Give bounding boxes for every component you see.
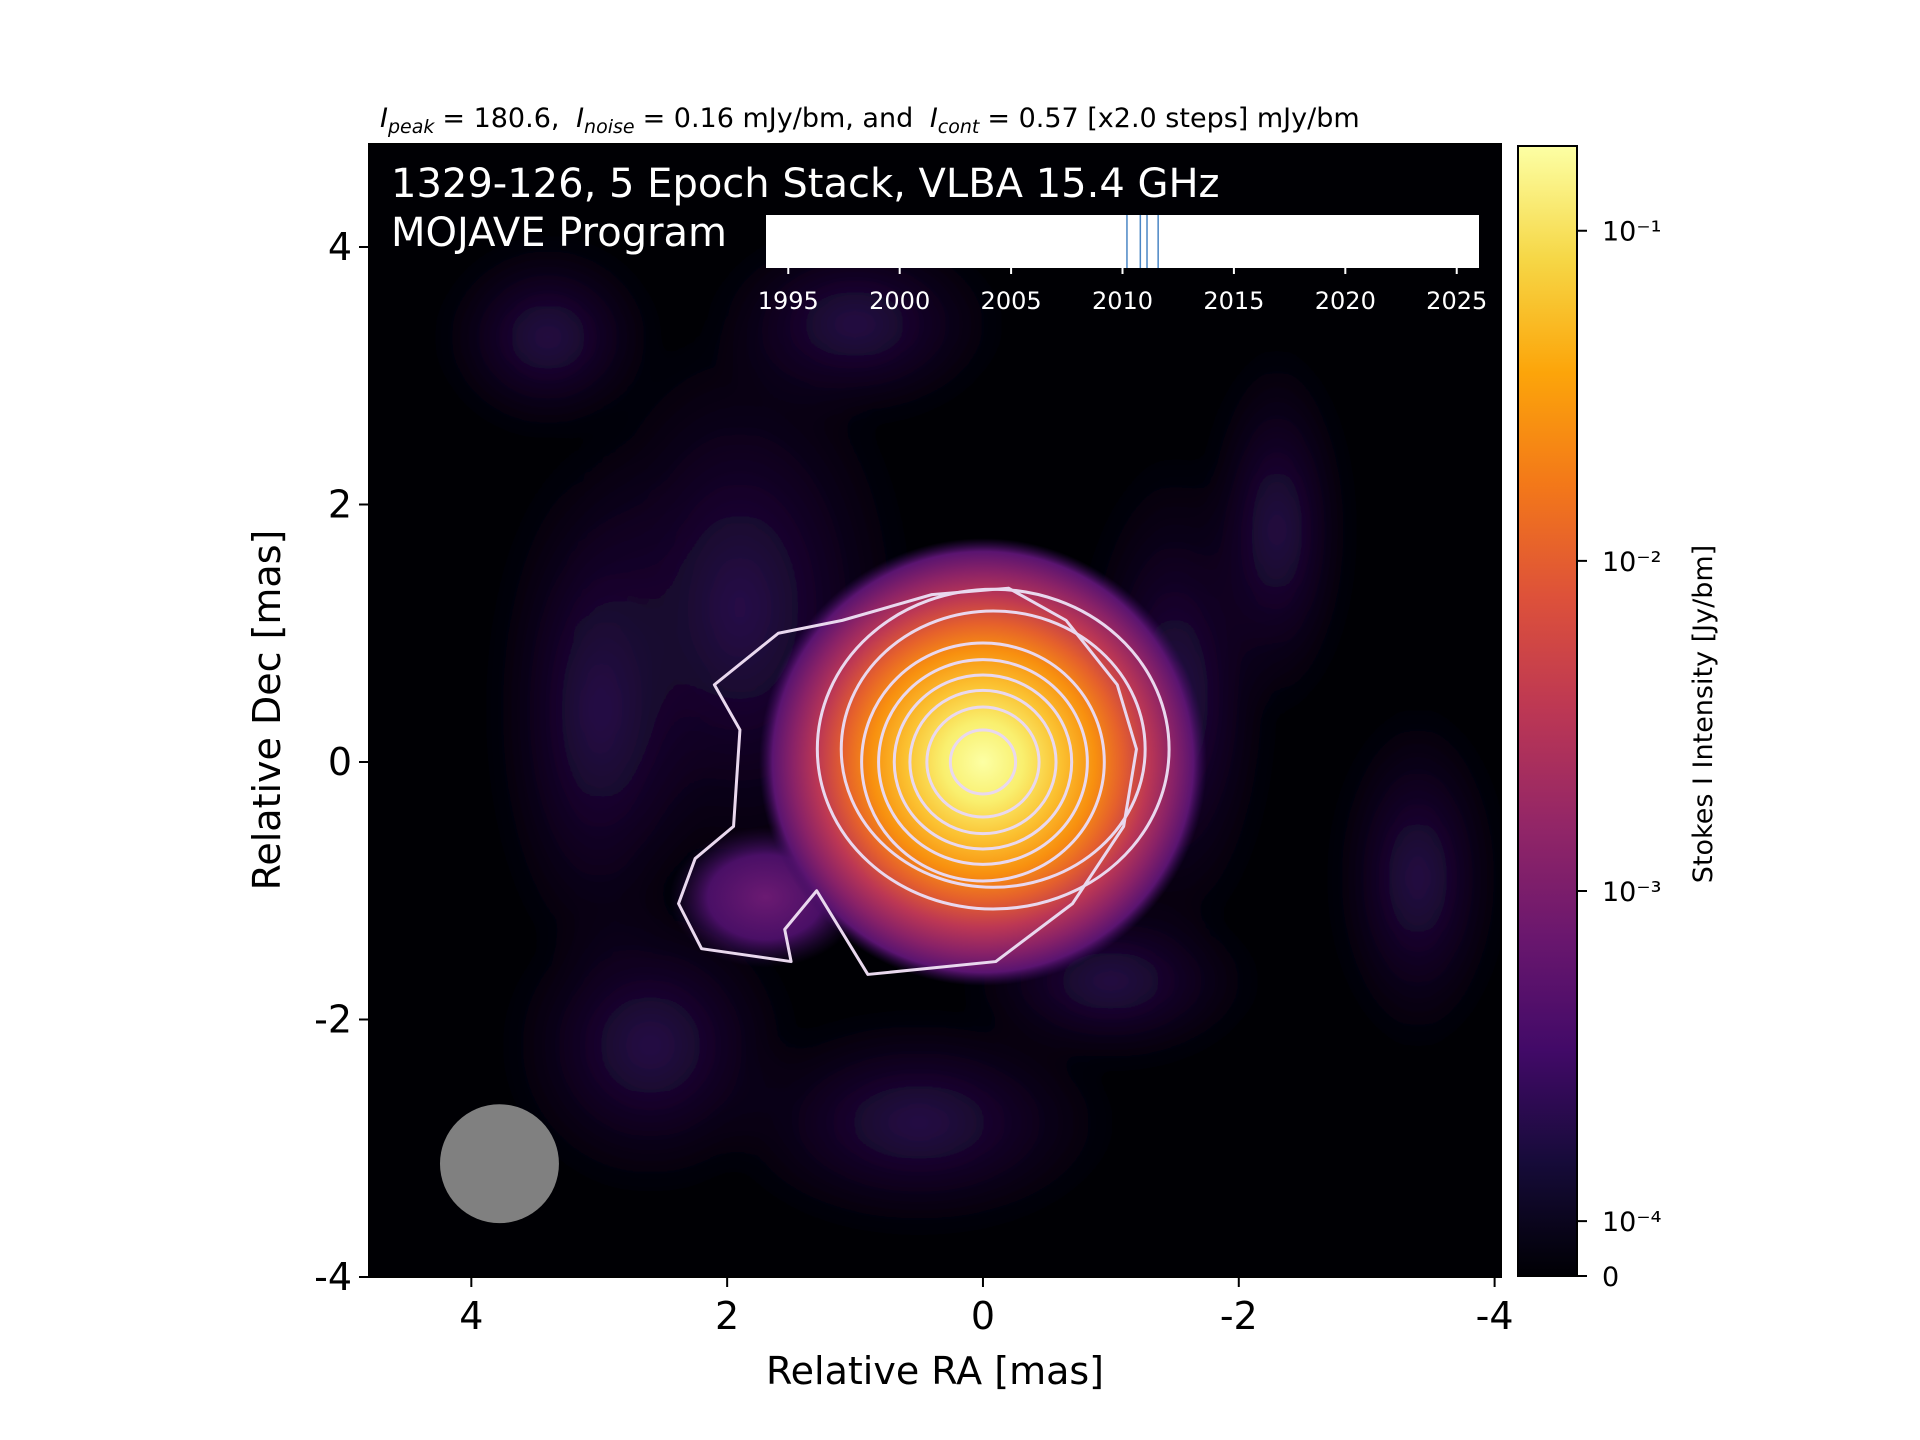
emission-layer bbox=[432, 221, 1501, 1238]
peak-subscript: peak bbox=[387, 116, 435, 138]
y-tick-label: -2 bbox=[314, 998, 352, 1042]
contour-level bbox=[839, 609, 1147, 889]
contour-level bbox=[948, 728, 1018, 796]
x-tick-label: 0 bbox=[971, 1294, 995, 1338]
timeline-tick-label: 2020 bbox=[1315, 287, 1376, 315]
haze-patch bbox=[1200, 338, 1354, 723]
contour-level bbox=[892, 673, 1074, 851]
cont-symbol: I bbox=[930, 103, 938, 134]
haze-patch bbox=[432, 234, 664, 440]
haze-patch bbox=[484, 429, 715, 992]
timeline-tick-label: 2005 bbox=[981, 287, 1042, 315]
timeline-tick-label: 2000 bbox=[869, 287, 930, 315]
noise-value: = 0.16 mJy/bm, and bbox=[643, 103, 914, 134]
contour-level bbox=[908, 688, 1058, 836]
epoch-timeline: 1995 2000 2005 2010 2015 2020 2025 bbox=[758, 215, 1487, 315]
colorbar-ticks: 0 10⁻⁴ 10⁻³ 10⁻² 10⁻¹ bbox=[1577, 217, 1661, 1293]
core-emission bbox=[759, 538, 1207, 986]
timeline-tick-label: 2025 bbox=[1426, 287, 1487, 315]
cont-subscript: cont bbox=[938, 116, 981, 138]
y-axis-ticks: 4 2 0 -2 -4 bbox=[314, 225, 369, 1299]
beam-ellipse bbox=[439, 1104, 559, 1224]
contour-set bbox=[677, 586, 1171, 976]
contour-level bbox=[925, 705, 1041, 819]
intensity-summary-title: Ipeak = 180.6, Inoise = 0.16 mJy/bm, and I… bbox=[380, 103, 1360, 138]
contour-outer bbox=[677, 586, 1138, 976]
colorbar-tick-label: 10⁻³ bbox=[1602, 877, 1661, 908]
colorbar-tick-label: 10⁻¹ bbox=[1602, 217, 1661, 248]
colorbar-label: Stokes I Intensity [Jy/bm] bbox=[1688, 545, 1719, 883]
haze-patch bbox=[714, 1007, 1124, 1238]
y-axis-label: Relative Dec [mas] bbox=[245, 530, 289, 891]
contour-level bbox=[815, 587, 1171, 911]
timeline-tick-label: 2010 bbox=[1092, 287, 1153, 315]
peak-symbol: I bbox=[380, 103, 388, 134]
timeline-tick-label: 1995 bbox=[758, 287, 819, 315]
image-plot: 4 2 0 -2 -4 4 2 0 -2 -4 Relative RA [mas] Relati… bbox=[245, 143, 1514, 1393]
colorbar-tick-label: 10⁻⁴ bbox=[1602, 1207, 1661, 1238]
source-title: 1329-126, 5 Epoch Stack, VLBA 15.4 GHz bbox=[391, 161, 1220, 207]
contour-level bbox=[877, 658, 1089, 866]
x-tick-label: -2 bbox=[1220, 1294, 1258, 1338]
y-tick-label: -4 bbox=[314, 1255, 352, 1299]
x-tick-label: 2 bbox=[715, 1294, 739, 1338]
program-title: MOJAVE Program bbox=[391, 210, 727, 256]
x-tick-label: 4 bbox=[459, 1294, 483, 1338]
timeline-tick-label: 2015 bbox=[1203, 287, 1264, 315]
colorbar-frame bbox=[1517, 145, 1578, 1277]
colorbar-gradient bbox=[1518, 146, 1577, 1276]
colorbar-tick-label: 0 bbox=[1602, 1262, 1619, 1293]
y-tick-label: 4 bbox=[328, 225, 352, 269]
epoch-markers bbox=[1126, 215, 1159, 268]
colorbar: 0 10⁻⁴ 10⁻³ 10⁻² 10⁻¹ Stokes I Intensity [Jy… bbox=[1517, 145, 1719, 1293]
noise-subscript: noise bbox=[584, 116, 635, 138]
cont-value: = 0.57 [x2.0 steps] mJy/bm bbox=[987, 103, 1359, 134]
peak-value: = 180.6, bbox=[442, 103, 559, 134]
plot-frame bbox=[368, 143, 1502, 1278]
y-tick-label: 0 bbox=[328, 740, 352, 784]
timeline-ticks: 1995 2000 2005 2010 2015 2020 2025 bbox=[758, 268, 1487, 315]
noise-symbol: I bbox=[576, 103, 584, 134]
x-axis-ticks: 4 2 0 -2 -4 bbox=[459, 1277, 1514, 1338]
x-axis-label: Relative RA [mas] bbox=[766, 1349, 1104, 1393]
haze-patch bbox=[1328, 698, 1501, 1057]
haze-patch bbox=[701, 221, 1009, 427]
colorbar-tick-label: 10⁻² bbox=[1602, 547, 1661, 578]
x-tick-label: -4 bbox=[1476, 1294, 1514, 1338]
contour-level bbox=[860, 641, 1106, 883]
y-tick-label: 2 bbox=[328, 483, 352, 527]
timeline-panel bbox=[766, 215, 1479, 268]
